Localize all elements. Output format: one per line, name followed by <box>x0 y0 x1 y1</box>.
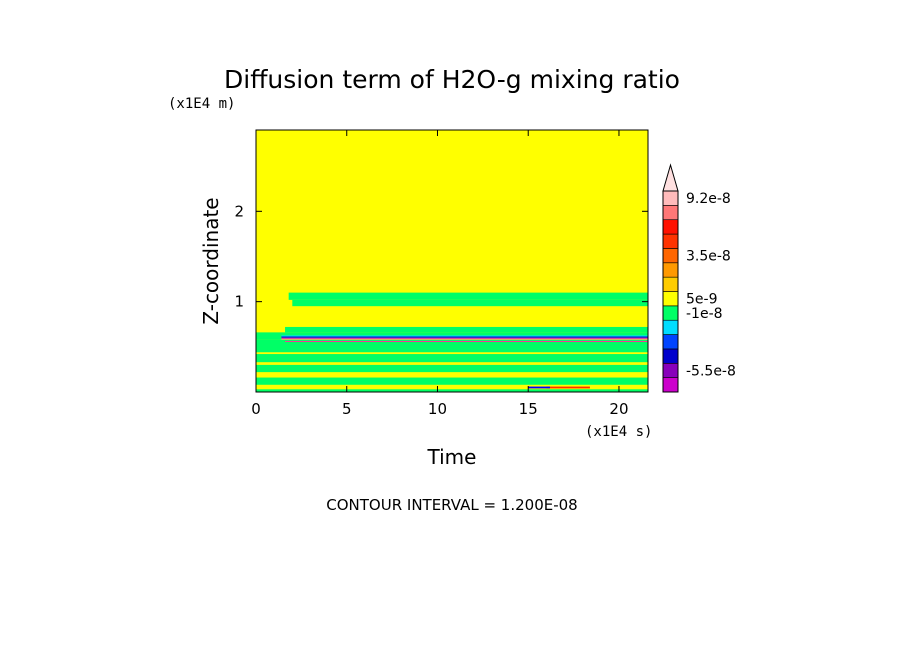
x-unit-label: (x1E4 s) <box>585 424 652 440</box>
colorbar-swatch <box>662 348 679 364</box>
contour-band <box>281 336 648 338</box>
chart-title: Diffusion term of H2O-g mixing ratio <box>224 65 680 94</box>
x-tick-label: 10 <box>428 400 447 418</box>
x-tick-label: 15 <box>519 400 538 418</box>
contour-band <box>292 299 648 307</box>
colorbar-swatch <box>662 262 679 278</box>
contour-band <box>256 377 648 385</box>
colorbar-label: 9.2e-8 <box>686 191 731 207</box>
contour-band <box>256 354 648 363</box>
x-tick-label: 5 <box>342 400 352 418</box>
y-unit-label: (x1E4 m) <box>168 96 235 112</box>
x-tick-label: 20 <box>609 400 628 418</box>
colorbar-swatch <box>662 248 679 264</box>
contour-bands <box>256 292 648 392</box>
y-tick-label: 2 <box>234 202 244 220</box>
contour-band <box>281 337 648 339</box>
y-axis-label: Z-coordinate <box>199 197 223 324</box>
contour-band <box>285 326 648 333</box>
colorbar-frame <box>662 190 679 393</box>
y-axis: 12 <box>234 202 648 311</box>
contour-band <box>288 292 648 300</box>
colorbar-swatch <box>662 319 679 335</box>
colorbar-extend-arrow <box>662 163 679 192</box>
contour-band <box>546 386 590 389</box>
colorbar-label: 3.5e-8 <box>686 249 731 265</box>
colorbar-swatch <box>662 377 679 393</box>
colorbar-label: -5.5e-8 <box>686 363 736 379</box>
y-tick-label: 1 <box>234 293 244 311</box>
colorbar-label: 5e-9 <box>686 292 717 308</box>
colorbar-swatch <box>662 233 679 249</box>
plot-frame <box>255 129 649 393</box>
colorbar-swatch <box>662 205 679 221</box>
contour-band <box>256 339 648 353</box>
colorbar-swatch <box>662 276 679 292</box>
x-tick-label: 0 <box>251 400 261 418</box>
colorbar-swatch <box>662 219 679 235</box>
contour-band <box>281 335 648 337</box>
plot-background <box>256 130 648 392</box>
colorbar-swatch <box>662 362 679 378</box>
contour-band <box>285 340 648 342</box>
contour-interval-note: CONTOUR INTERVAL = 1.200E-08 <box>326 496 577 514</box>
contour-band <box>256 389 648 392</box>
colorbar-swatch <box>662 305 679 321</box>
colorbar-swatch <box>662 334 679 350</box>
contour-band <box>256 364 648 373</box>
colorbar-label: -1e-8 <box>686 306 723 322</box>
colorbar-swatch <box>662 190 679 206</box>
contour-band <box>528 386 550 389</box>
colorbar-swatch <box>662 291 679 307</box>
plot-area <box>255 129 649 393</box>
x-axis: 0 5 10 15 20 <box>251 130 629 418</box>
contour-band <box>281 338 648 340</box>
x-axis-label: Time <box>427 445 477 469</box>
colorbar: 9.2e-8 3.5e-8 5e-9-1e-8 -5.5e-8 <box>662 163 736 393</box>
